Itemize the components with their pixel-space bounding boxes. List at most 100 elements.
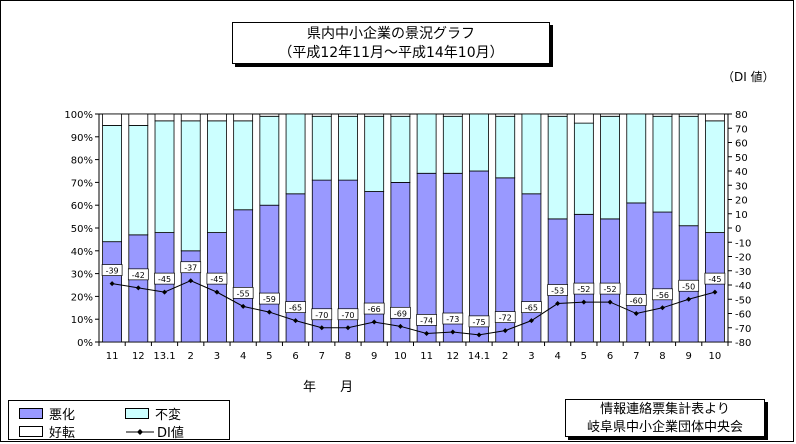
di-label: -53 (551, 287, 564, 296)
di-label: -59 (263, 295, 276, 304)
di-point (502, 328, 508, 334)
di-label-box (390, 306, 411, 319)
bar-unchanged (521, 113, 542, 195)
di-label-box (416, 314, 437, 326)
chart-subtitle: （平成12年11月～平成14年10月） (278, 45, 504, 61)
di-label: -72 (499, 314, 512, 323)
bar-unchanged (311, 115, 332, 181)
bar-improve (259, 113, 280, 117)
di-point (345, 325, 351, 331)
x-tick-label: 8 (345, 351, 351, 362)
x-tick-label: 11 (106, 351, 119, 362)
bar-deteriorate (600, 218, 620, 343)
di-point (135, 285, 141, 291)
source-note: 情報連絡票集計表より 岐阜県中小企業団体中央会 (565, 399, 765, 437)
y-left-tick-label: 90% (71, 133, 93, 144)
y-right-tick-label: -40 (735, 281, 751, 292)
di-label-box (127, 268, 149, 281)
di-label: -70 (341, 311, 354, 320)
bar-improve (154, 113, 175, 122)
bar-unchanged (547, 115, 568, 220)
bar-unchanged (704, 120, 725, 233)
x-tick-label: 3 (528, 351, 534, 362)
di-label: -65 (525, 304, 538, 313)
di-label: -45 (210, 275, 223, 284)
bar-improve (704, 113, 725, 122)
di-point (633, 311, 639, 316)
legend-item-unchanged: 不変 (125, 404, 181, 423)
di-label: -52 (604, 285, 617, 294)
di-label: -42 (132, 271, 145, 280)
bar-unchanged (416, 113, 437, 174)
di-label-box (678, 279, 700, 292)
di-label-box (494, 311, 516, 323)
di-label: -39 (106, 267, 119, 276)
legend: 悪化 不変 好転 DI値 (8, 400, 230, 441)
di-label-box (625, 294, 647, 306)
legend-swatch-improve (19, 426, 43, 437)
di-label-box (521, 301, 542, 313)
bar-unchanged (285, 113, 306, 195)
x-tick-label: 5 (581, 351, 587, 362)
di-point (371, 319, 377, 325)
bar-deteriorate (364, 191, 385, 343)
di-label-box (573, 282, 595, 295)
bar-unchanged (102, 125, 123, 243)
y-left-tick-label: 70% (71, 178, 93, 189)
di-label: -75 (472, 318, 485, 327)
x-tick-label: 10 (394, 351, 407, 362)
di-label-box (154, 272, 175, 285)
di-point (397, 323, 403, 329)
y-left-tick-label: 20% (71, 292, 93, 303)
x-axis-title: 年 月 (303, 380, 364, 395)
legend-swatch-unchanged (125, 408, 149, 419)
x-tick-label: 9 (371, 351, 377, 362)
x-tick-label: 12 (132, 351, 145, 362)
bar-unchanged (154, 120, 175, 233)
di-label-box (442, 312, 464, 325)
di-point (293, 318, 299, 324)
bar-unchanged (233, 120, 254, 211)
bar-unchanged (128, 125, 149, 236)
bar-improve (180, 113, 201, 122)
chart-title: 県内中小企業の景況グラフ (307, 26, 475, 42)
bar-deteriorate (573, 213, 594, 343)
y-right-tick-label: -80 (735, 338, 751, 349)
x-tick-label: 4 (240, 351, 246, 362)
di-label: -37 (184, 264, 197, 273)
bar-unchanged (180, 120, 201, 252)
y-right-tick-label: 60 (735, 139, 748, 150)
bar-improve (678, 113, 699, 117)
di-label: -60 (630, 297, 643, 306)
y-right-tick-label: -50 (735, 295, 751, 306)
y-left-tick-label: 30% (71, 270, 93, 281)
di-point (528, 318, 534, 324)
x-tick-label: 6 (292, 351, 298, 362)
bar-unchanged (469, 113, 489, 172)
bar-unchanged (442, 115, 463, 174)
legend-item-improve: 好転 (19, 422, 75, 441)
bar-unchanged (600, 115, 620, 220)
bar-unchanged (626, 113, 647, 204)
x-tick-label: 4 (554, 351, 560, 362)
di-point (607, 299, 613, 305)
y-left-tick-label: 100% (64, 110, 93, 121)
di-label: -45 (158, 275, 171, 284)
x-tick-label: 7 (633, 351, 639, 362)
bar-deteriorate (704, 232, 725, 343)
bar-deteriorate (547, 218, 568, 343)
x-tick-label: 5 (266, 351, 272, 362)
di-point (712, 289, 718, 295)
di-label-box (232, 287, 254, 299)
legend-label-deteriorate: 悪化 (49, 408, 76, 423)
di-label-box (180, 261, 202, 274)
x-tick-label: 6 (607, 351, 613, 362)
bar-improve (338, 113, 358, 117)
bar-improve (128, 113, 149, 126)
y-right-tick-label: 50 (735, 153, 748, 164)
bar-improve (573, 113, 594, 124)
di-label: -65 (289, 304, 302, 313)
di-point (188, 278, 194, 284)
di-label-box (101, 264, 123, 276)
bar-unchanged (678, 115, 699, 227)
